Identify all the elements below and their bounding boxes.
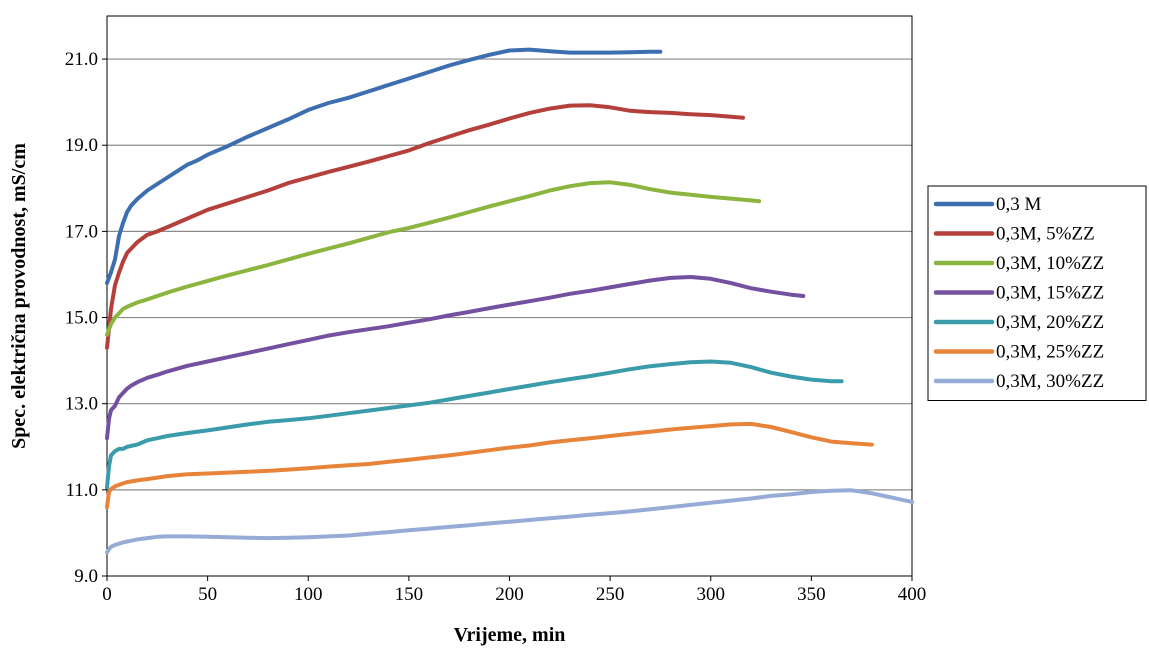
y-axis-title: Spec. električna provodnost, mS/cm [8, 143, 30, 449]
x-axis-ticks: 0 50 100 150 200 250 300 350 400 [102, 576, 926, 605]
legend-label-4: 0,3M, 15%ZZ [996, 283, 1104, 304]
x-tick-label: 300 [697, 584, 726, 605]
x-tick-label: 0 [102, 584, 112, 605]
gridlines [107, 58, 912, 491]
legend-label-6: 0,3M, 25%ZZ [996, 342, 1104, 363]
legend-label-2: 0,3M, 5%ZZ [996, 224, 1095, 245]
x-tick-label: 100 [294, 584, 323, 605]
series-line-5 [105, 359, 844, 490]
x-tick-label: 250 [596, 584, 625, 605]
series-line-6 [105, 421, 874, 510]
y-axis-ticks: 9.0 11.0 13.0 15.0 17.0 19.0 21.0 [65, 49, 107, 587]
x-axis-title: Vrijeme, min [454, 624, 566, 646]
y-tick-label: 9.0 [74, 566, 98, 587]
y-tick-label: 11.0 [65, 480, 98, 501]
x-tick-label: 50 [198, 584, 217, 605]
y-tick-label: 13.0 [65, 394, 98, 415]
series-line-4 [105, 275, 806, 441]
x-tick-label: 350 [797, 584, 826, 605]
series-lines [105, 47, 914, 555]
series-line-2 [105, 103, 745, 350]
legend-label-1: 0,3 M [996, 194, 1042, 215]
legend: 0,3 M 0,3M, 5%ZZ 0,3M, 10%ZZ 0,3M, 15%ZZ 0,3… [927, 185, 1147, 401]
y-tick-label: 19.0 [65, 135, 98, 156]
series-line-3 [105, 180, 762, 337]
series-line-7 [105, 488, 914, 555]
x-tick-label: 200 [495, 584, 524, 605]
y-tick-label: 17.0 [65, 221, 98, 242]
x-tick-label: 150 [395, 584, 424, 605]
legend-label-3: 0,3M, 10%ZZ [996, 253, 1104, 274]
x-tick-label: 400 [898, 584, 927, 605]
legend-label-7: 0,3M, 30%ZZ [996, 371, 1104, 392]
y-tick-label: 21.0 [65, 49, 98, 70]
legend-label-5: 0,3M, 20%ZZ [996, 312, 1104, 333]
series-line-1 [105, 47, 663, 286]
y-tick-label: 15.0 [65, 308, 98, 329]
